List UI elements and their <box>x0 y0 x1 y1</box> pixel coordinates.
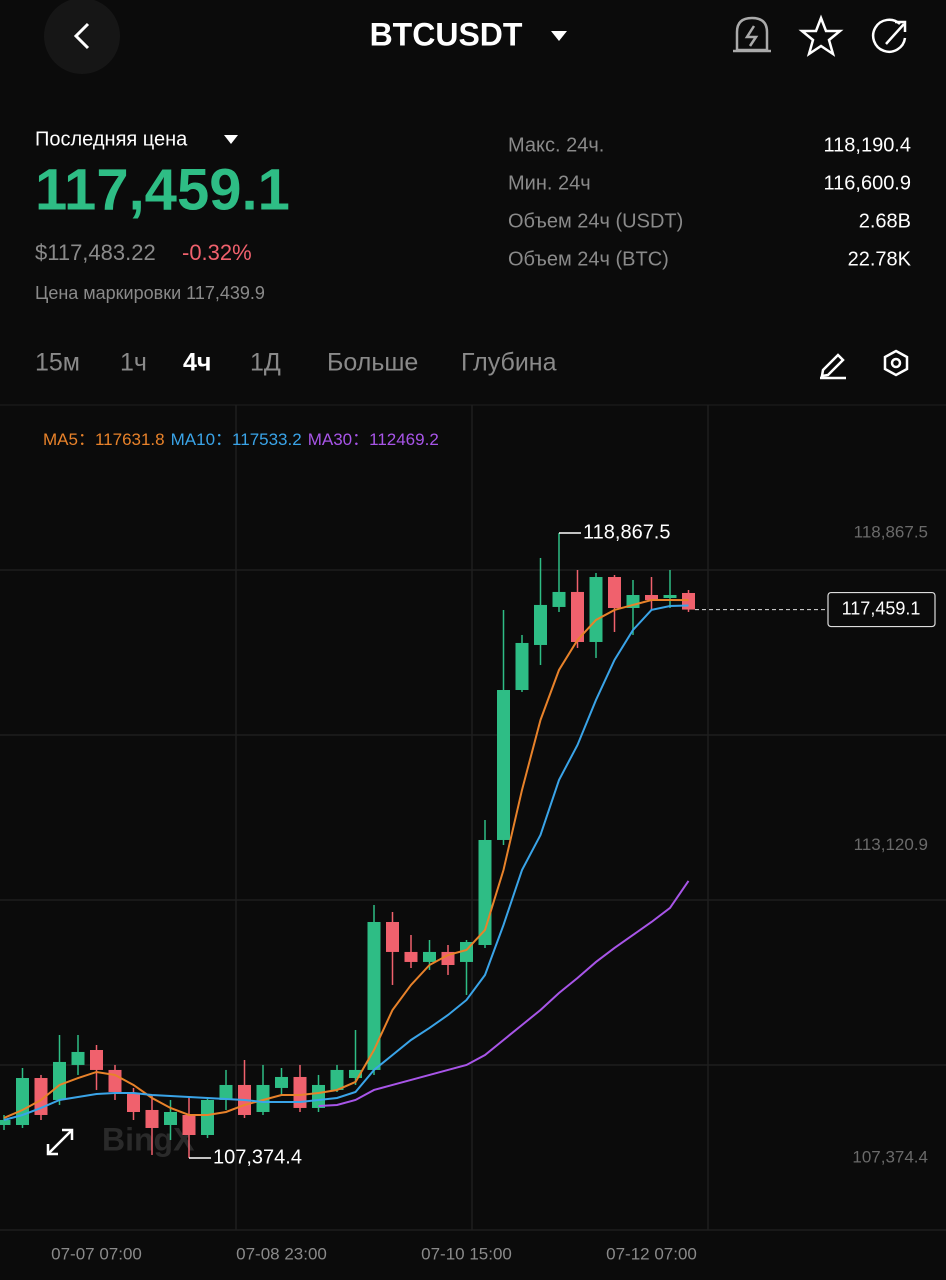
stat-value: 118,190.4 <box>824 134 912 156</box>
candle-body <box>497 690 510 840</box>
candle-body <box>645 595 658 601</box>
grid <box>0 405 946 1231</box>
candle-body <box>571 591 584 642</box>
mark-price-label: Цена маркировки <box>35 283 181 303</box>
candle-body <box>293 1076 307 1108</box>
stat-value: 116,600.9 <box>824 172 912 194</box>
x-tick-label: 07-07 07:00 <box>51 1244 142 1263</box>
share-icon[interactable] <box>871 18 907 54</box>
last-price-label[interactable]: Последняя цена <box>35 128 188 150</box>
back-icon <box>73 22 90 50</box>
candle-body <box>108 1069 122 1092</box>
stat-label: Объем 24ч (BTC) <box>508 248 669 270</box>
favorite-icon[interactable] <box>798 14 844 57</box>
legend-value: 117533.2 <box>232 430 302 449</box>
stats: Макс. 24ч. 118,190.4 Мин. 24ч 116,600.9 Объе… <box>508 134 912 270</box>
candle-body <box>330 1069 344 1090</box>
candle-body <box>127 1092 140 1112</box>
candle-body <box>663 595 677 598</box>
legend: MA5：117631.8 MA10：117533.2 MA30：112469.2 <box>43 430 439 449</box>
draw-icon[interactable] <box>820 353 846 380</box>
candle-body <box>219 1084 233 1100</box>
timeframe-tab[interactable]: 15м <box>35 349 80 377</box>
pair-title[interactable]: BTCUSDT <box>370 16 523 52</box>
candle-body <box>441 951 455 966</box>
legend-value: 117631.8 <box>95 430 165 449</box>
candle-body <box>145 1109 159 1128</box>
candle-body <box>349 1069 362 1079</box>
y-tick-label: 118,867.5 <box>854 522 928 541</box>
candle-body <box>386 921 399 952</box>
min-label: 107,374.4 <box>213 1146 302 1168</box>
legend-separator: ： <box>352 430 369 449</box>
back-button[interactable] <box>44 0 120 74</box>
candle-body <box>404 951 418 962</box>
candle-body <box>682 592 695 610</box>
usd-price: $117,483.22 <box>35 240 156 265</box>
candle-body <box>515 642 529 691</box>
tabs: 15м 1ч 4ч 1Д Больше Глубина <box>35 349 557 377</box>
candle-body <box>182 1114 196 1135</box>
candle-body <box>275 1076 288 1088</box>
candle-body <box>367 921 381 1070</box>
stat-label: Объем 24ч (USDT) <box>508 210 683 232</box>
last-price: 117,459.1 <box>35 157 290 222</box>
mark-price: Цена маркировки 117,439.9 <box>35 283 265 303</box>
timeframe-tab[interactable]: Глубина <box>461 349 557 377</box>
legend-name: MA5 <box>43 430 78 449</box>
candle-body <box>534 604 547 645</box>
candle-body <box>201 1099 214 1135</box>
candle-body <box>423 951 436 962</box>
stat-value: 2.68B <box>859 210 911 232</box>
timeframe-tab[interactable]: 1Д <box>250 349 281 377</box>
ma-line <box>3 604 689 1121</box>
x-tick-label: 07-10 15:00 <box>421 1244 512 1263</box>
candle-body <box>312 1084 325 1108</box>
last-price-tag <box>827 591 936 628</box>
x-tick-label: 07-08 23:00 <box>236 1244 327 1263</box>
expand-icon[interactable] <box>46 1128 74 1156</box>
candle-body <box>53 1061 66 1100</box>
x-tick-label: 07-12 07:00 <box>606 1244 697 1263</box>
timeframe-tab[interactable]: 4ч <box>183 349 211 377</box>
y-tick-label: 107,374.4 <box>852 1147 928 1166</box>
pair-dropdown[interactable] <box>551 31 567 41</box>
candle-body <box>90 1050 103 1070</box>
chart: MA5：117631.8 MA10：117533.2 MA30：112469.211… <box>0 430 936 1263</box>
mark-price-value: 117,439.9 <box>186 283 265 303</box>
stat-label: Макс. 24ч. <box>508 134 604 156</box>
candle-body <box>256 1084 270 1112</box>
candle-body <box>16 1078 29 1125</box>
legend-separator: ： <box>78 430 95 449</box>
timeframe-tab[interactable]: Больше <box>327 349 418 377</box>
price-change: -0.32% <box>182 240 252 265</box>
ma-line <box>318 880 690 1107</box>
candle-body <box>608 577 621 609</box>
candle-body <box>552 591 566 607</box>
candle-body <box>589 577 603 642</box>
candle-body <box>164 1111 177 1125</box>
legend-name: MA30 <box>308 430 352 449</box>
y-tick-label: 113,120.9 <box>854 835 928 854</box>
candle-body <box>0 1119 11 1125</box>
settings-icon[interactable] <box>883 349 909 377</box>
max-label: 118,867.5 <box>583 521 671 543</box>
legend-name: MA10 <box>171 430 215 449</box>
candle-body <box>71 1051 85 1065</box>
stat-label: Мин. 24ч <box>508 172 591 194</box>
alert-icon[interactable] <box>733 16 771 53</box>
legend-value: 112469.2 <box>369 430 439 449</box>
timeframe-tab[interactable]: 1ч <box>120 349 147 377</box>
stat-value: 22.78K <box>848 248 912 270</box>
last-price-tag-label: 117,459.1 <box>842 598 921 618</box>
ma-line <box>3 599 689 1119</box>
price-dropdown[interactable] <box>224 135 238 144</box>
legend-separator: ： <box>215 430 232 449</box>
